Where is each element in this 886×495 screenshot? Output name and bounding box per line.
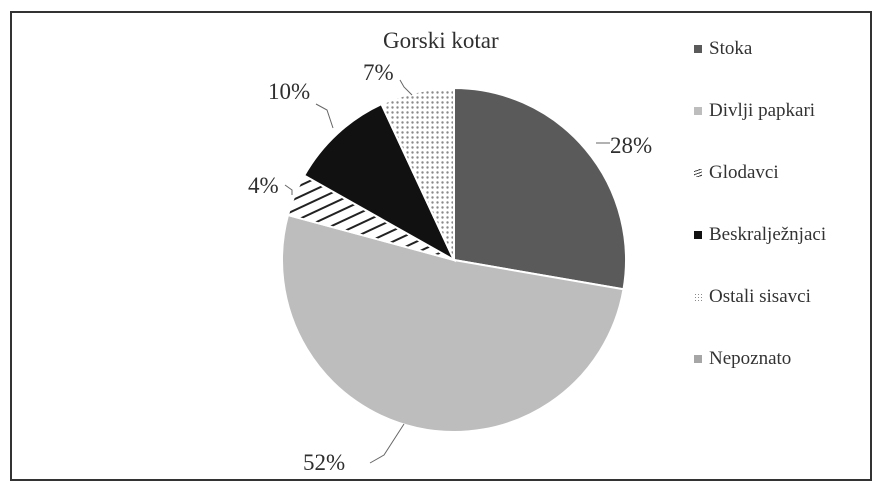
leader-line — [315, 103, 334, 129]
legend-swatch-icon — [694, 293, 702, 301]
chart-title: Gorski kotar — [383, 28, 499, 53]
pie-slice-ostali-sisavci — [380, 86, 455, 261]
legend-item: Nepoznato — [694, 348, 791, 370]
legend-label: Glodavci — [709, 162, 779, 183]
legend-item: Ostali sisavci — [694, 286, 811, 308]
legend-item: Divlji papkari — [694, 100, 815, 122]
legend-label: Beskralježnjaci — [709, 224, 827, 245]
legend-label: Stoka — [709, 38, 753, 59]
legend-swatch-icon — [694, 231, 702, 239]
pie-slice-stoka — [453, 86, 627, 291]
leader-line — [284, 184, 293, 195]
legend-item: Beskralježnjaci — [694, 224, 826, 246]
pie-slice-beskralježnjaci — [302, 102, 457, 263]
data-label: 10% — [268, 79, 310, 104]
legend-swatch-icon — [694, 169, 702, 177]
legend-label: Divlji papkari — [709, 100, 816, 121]
legend-label: Ostali sisavci — [709, 286, 811, 307]
data-label: 7% — [363, 60, 394, 85]
legend-item: Glodavci — [694, 162, 779, 184]
legend-label: Nepoznato — [709, 348, 792, 369]
data-label: 28% — [610, 133, 652, 158]
leader-line — [399, 79, 413, 96]
pie-slice-divlji-papkari — [281, 213, 625, 434]
data-labels: 28% 52% 4% 10% 7% — [248, 60, 652, 475]
data-label: 4% — [248, 173, 279, 198]
legend-swatch-icon — [694, 45, 702, 53]
legend-swatch-icon — [694, 107, 702, 115]
legend-item: Stoka — [694, 38, 752, 60]
leader-lines — [284, 79, 610, 464]
legend-swatch-icon — [694, 355, 702, 363]
data-label: 52% — [303, 450, 345, 475]
pie-slices — [281, 86, 627, 434]
leader-line — [369, 423, 405, 464]
